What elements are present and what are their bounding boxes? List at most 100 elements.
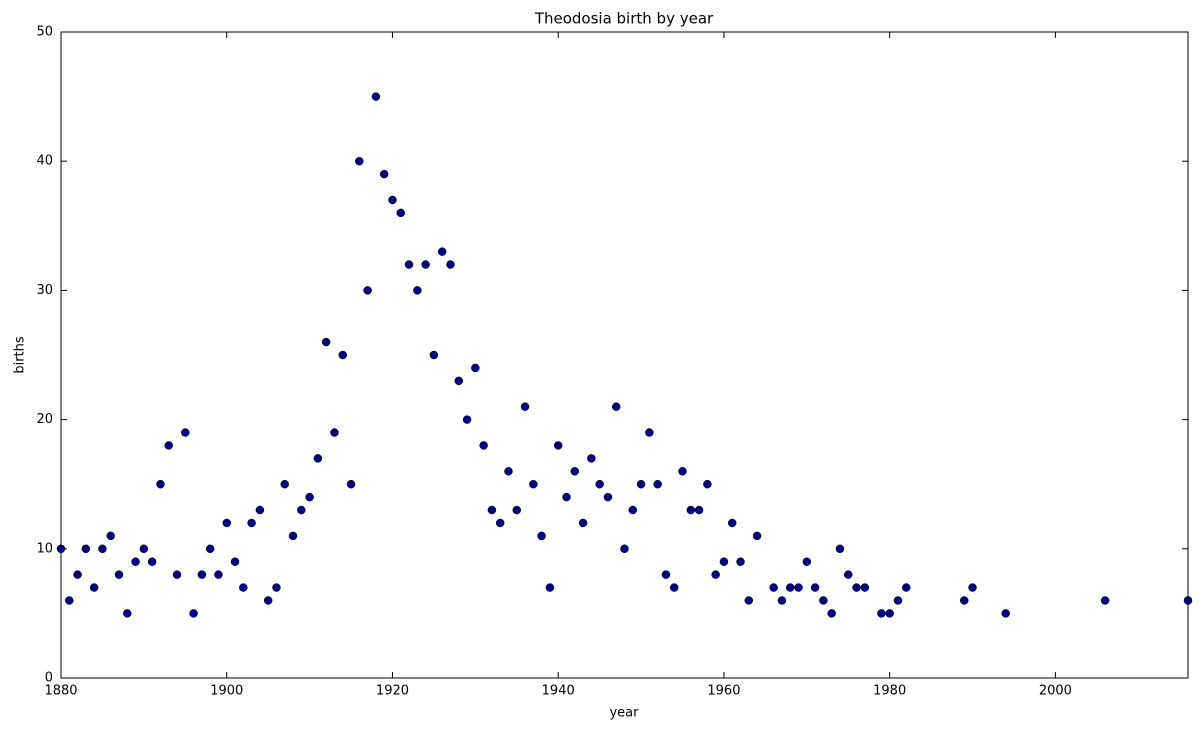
scatter-point (371, 92, 381, 101)
scatter-point (98, 544, 107, 554)
scatter-point (968, 583, 977, 592)
scatter-point (512, 505, 522, 515)
scatter-point (123, 609, 132, 618)
scatter-point (744, 596, 754, 605)
scatter-point (835, 544, 845, 554)
scatter-point (620, 544, 629, 554)
scatter-point (902, 583, 911, 592)
scatter-point (214, 570, 223, 579)
scatter-point (321, 337, 331, 347)
x-tick-label: 1900 (210, 684, 243, 699)
scatter-point (305, 492, 314, 502)
scatter-point (230, 557, 240, 566)
scatter-point (727, 518, 737, 528)
scatter-point (164, 441, 173, 450)
scatter-point (719, 557, 729, 566)
scatter-point (843, 570, 853, 579)
scatter-point (960, 596, 969, 605)
scatter-point (545, 583, 555, 592)
scatter-point (205, 544, 215, 554)
scatter-point (661, 570, 671, 579)
scatter-point (678, 467, 687, 476)
scatter-point (794, 583, 803, 592)
scatter-point (595, 479, 604, 489)
scatter-point (852, 583, 861, 592)
scatter-point (802, 557, 812, 566)
x-tick-label: 1940 (542, 684, 575, 699)
y-axis-label: births (13, 336, 28, 374)
scatter-point (893, 596, 903, 605)
scatter-point (156, 479, 165, 489)
scatter-point (454, 376, 464, 386)
scatter-point (388, 195, 397, 205)
y-tick-label: 40 (36, 154, 53, 169)
scatter-point (487, 505, 497, 515)
scatter-point (1100, 596, 1110, 605)
scatter-point (404, 260, 414, 269)
scatter-point (703, 479, 712, 489)
scatter-point (363, 286, 372, 295)
scatter-point (777, 596, 787, 605)
scatter-point (379, 169, 389, 179)
scatter-point (628, 505, 638, 515)
scatter-point (537, 531, 546, 541)
scatter-point (255, 505, 265, 515)
scatter-point (272, 583, 281, 592)
y-tick-label: 30 (36, 283, 53, 298)
scatter-point (81, 544, 91, 554)
scatter-point (189, 609, 198, 618)
x-tick-label: 1880 (44, 684, 77, 699)
scatter-point (819, 596, 828, 605)
scatter-point (263, 596, 273, 605)
scatter-point (147, 557, 157, 566)
scatter-point (131, 557, 140, 566)
scatter-point (396, 208, 406, 218)
x-tick-label: 2000 (1039, 684, 1072, 699)
scatter-point (686, 505, 696, 515)
scatter-point (288, 531, 298, 541)
y-tick-label: 10 (36, 541, 53, 556)
scatter-point (711, 570, 720, 579)
plot-frame (60, 31, 1189, 679)
x-axis-label: year (609, 706, 639, 721)
scatter-point (587, 454, 596, 463)
scatter-point (736, 557, 745, 566)
scatter-point (139, 544, 149, 554)
scatter-point (355, 156, 364, 166)
scatter-point (413, 286, 422, 295)
scatter-point (669, 583, 679, 592)
scatter-point (222, 518, 231, 528)
scatter-point (181, 428, 190, 437)
scatter-point (172, 570, 182, 579)
scatter-point (653, 479, 662, 489)
y-tick-label: 0 (45, 671, 53, 686)
scatter-point (1183, 596, 1193, 605)
scatter-point (239, 583, 248, 592)
scatter-point (694, 505, 704, 515)
scatter-point (520, 402, 530, 411)
scatter-point (346, 479, 356, 489)
scatter-point (785, 583, 795, 592)
scatter-point (769, 583, 778, 592)
scatter-point (645, 428, 654, 437)
scatter-point (338, 350, 347, 360)
scatter-point (827, 609, 836, 618)
scatter-point (553, 441, 563, 450)
chart-title: Theodosia birth by year (534, 10, 714, 28)
scatter-point (73, 570, 82, 579)
scatter-point (562, 492, 571, 502)
scatter-point (56, 544, 66, 554)
scatter-point (297, 505, 306, 515)
scatter-point (247, 518, 256, 528)
scatter-point (197, 570, 207, 579)
y-tick-label: 20 (36, 412, 53, 427)
scatter-point (810, 583, 820, 592)
scatter-point (471, 363, 480, 373)
scatter-point (313, 454, 323, 463)
scatter-point (330, 428, 339, 437)
x-tick-label: 1960 (707, 684, 740, 699)
scatter-point (529, 479, 538, 489)
scatter-point (636, 479, 646, 489)
